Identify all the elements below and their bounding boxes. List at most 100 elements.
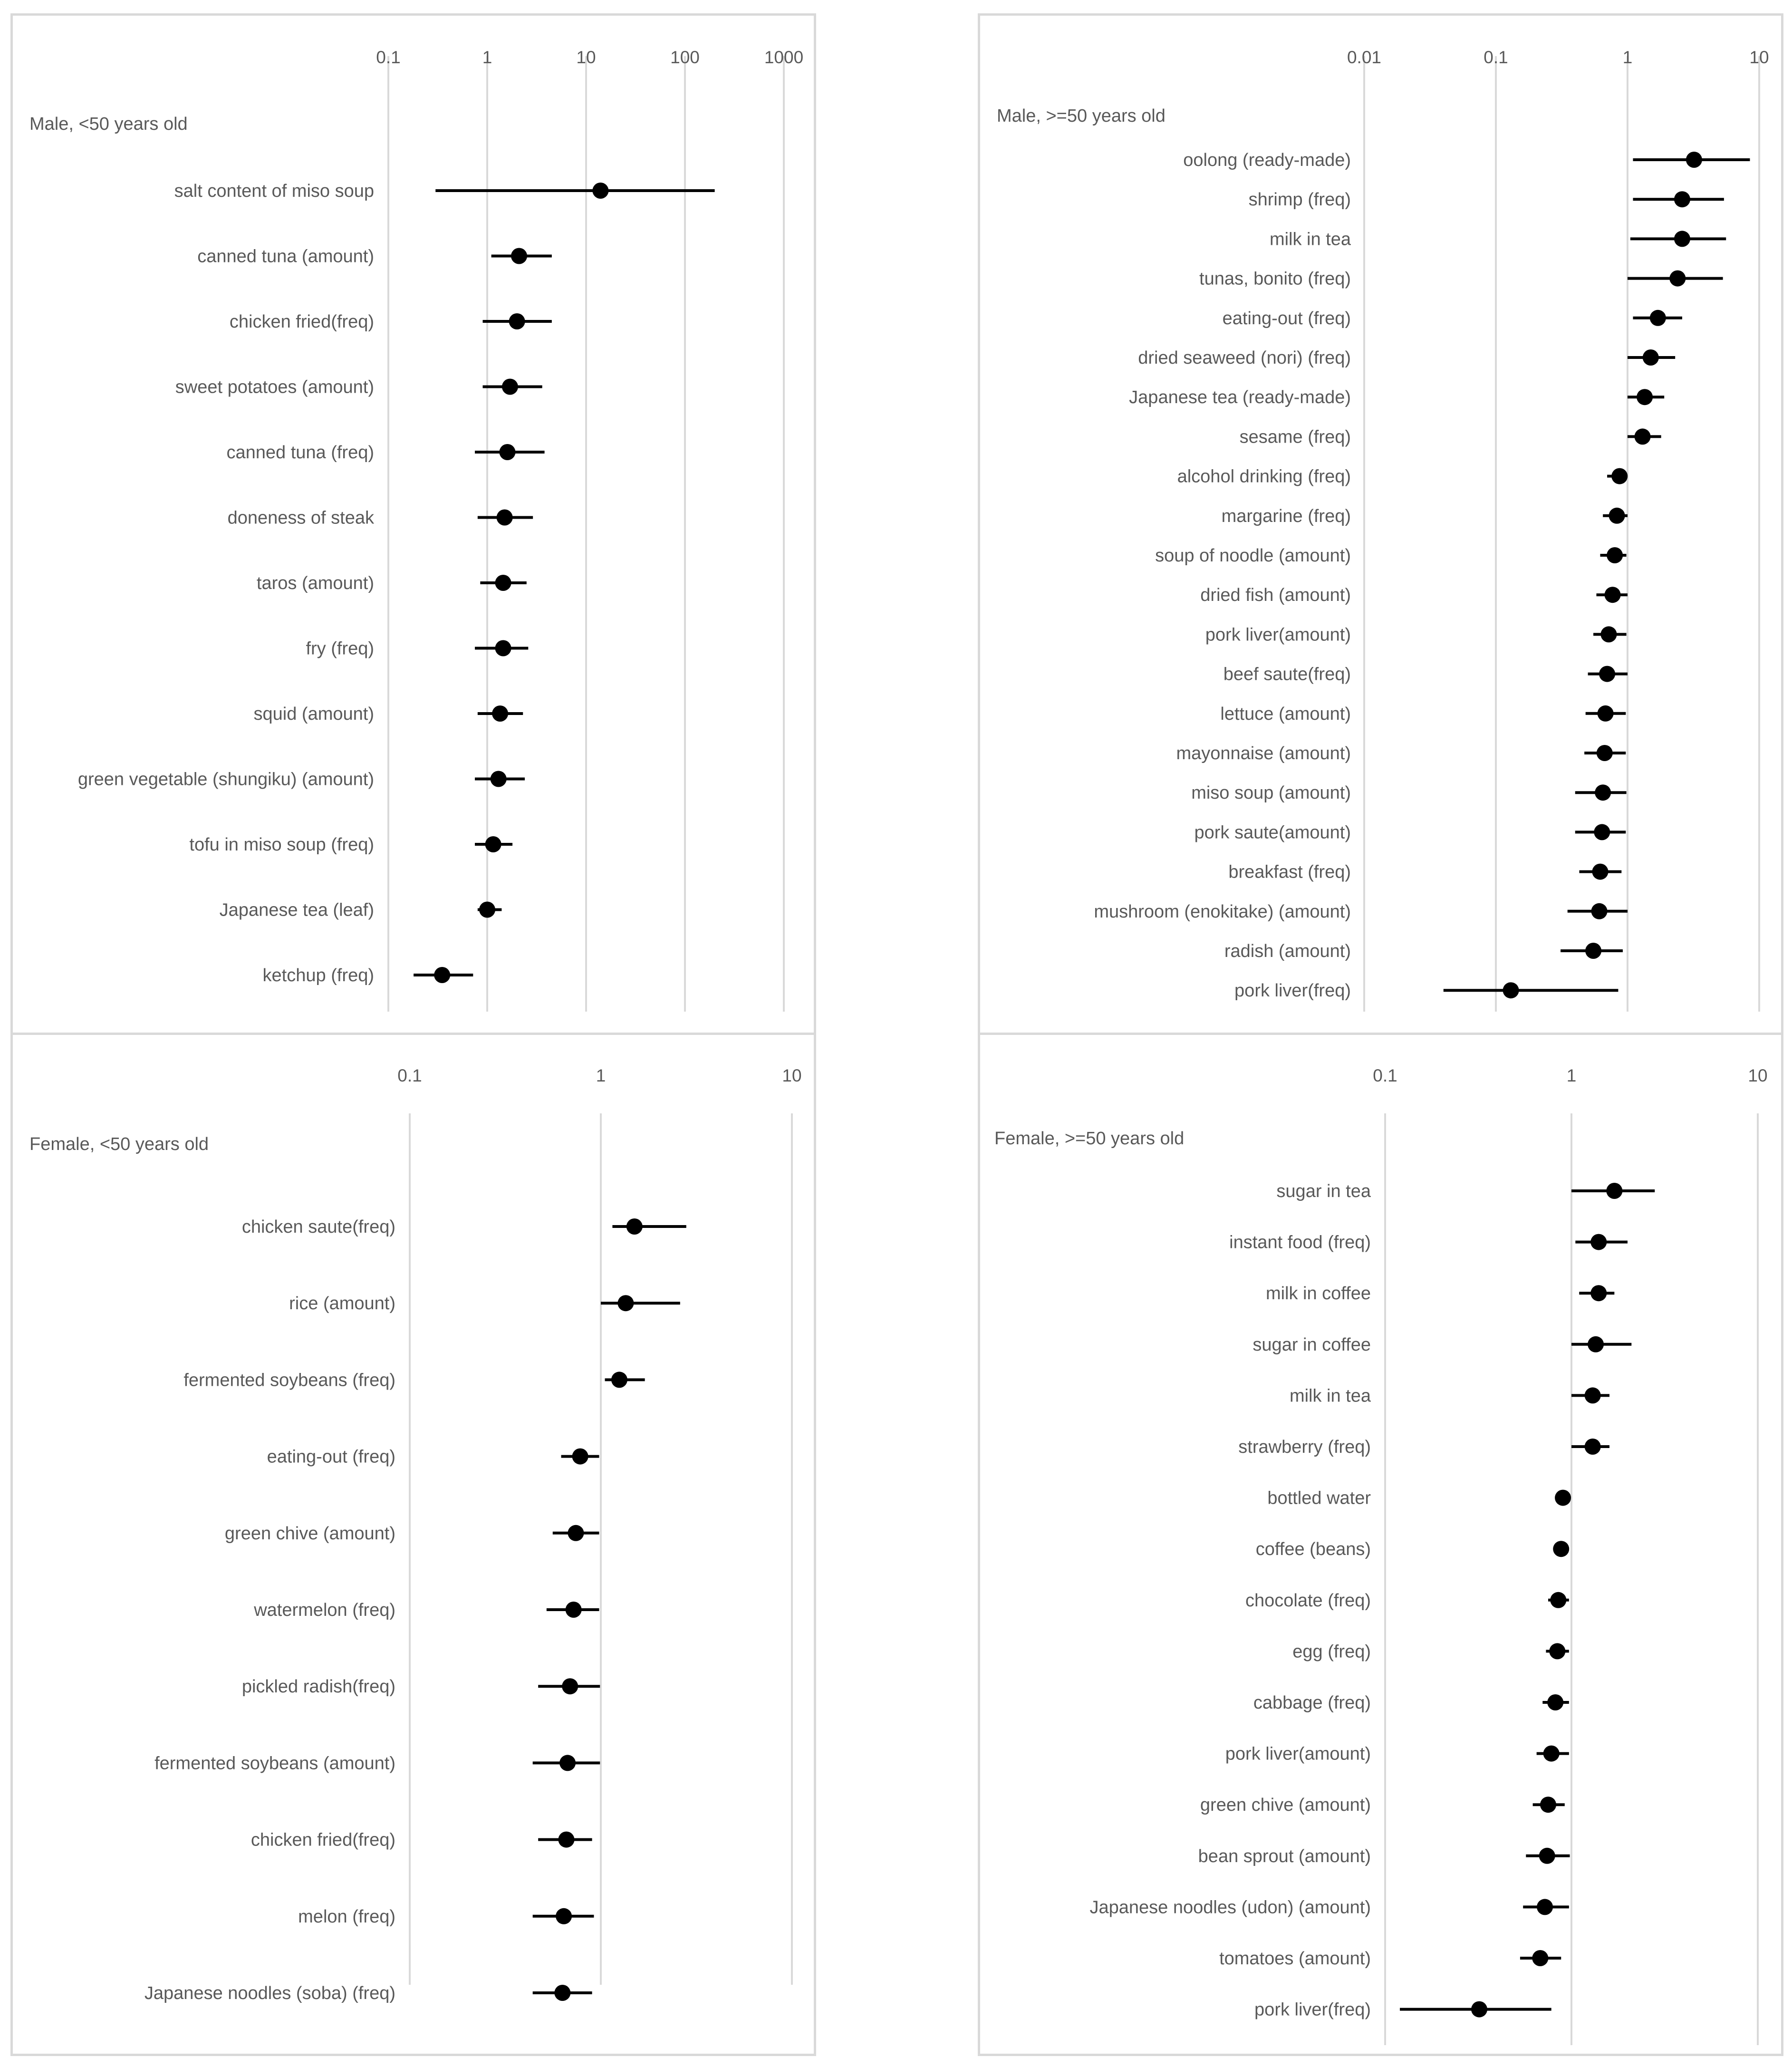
row-label: strawberry (freq) [1238,1437,1371,1457]
row-label: cabbage (freq) [1253,1693,1371,1713]
point-estimate-marker [626,1218,643,1235]
point-estimate-marker [592,183,609,199]
x-tick-label: 10 [1748,1066,1767,1085]
row-label: dried seaweed (nori) (freq) [1138,348,1351,368]
row-label: pork liver(amount) [1205,625,1351,645]
point-estimate-marker [1634,428,1651,445]
forest-plot-svg: 0.01 0.1 1 10 Male, >=50 years old oolong (re… [997,48,1769,1012]
point-estimate-marker [1642,349,1659,366]
row-label: pork liver(freq) [1234,981,1351,1001]
point-estimate-marker [490,771,507,787]
point-estimate-marker [485,836,501,852]
row-label: breakfast (freq) [1228,862,1351,882]
row-label: pork liver(freq) [1254,2000,1371,2020]
row-label: tunas, bonito (freq) [1199,269,1351,289]
point-estimate-marker [1553,1541,1570,1557]
row-label: squid (amount) [254,704,374,724]
row-label: sesame (freq) [1240,427,1351,447]
row-label: doneness of steak [228,508,375,528]
row-label: instant food (freq) [1229,1233,1371,1253]
point-estimate-marker [501,378,518,395]
row-label: green chive (amount) [1200,1795,1371,1815]
point-estimate-marker [1590,1234,1607,1250]
row-label: pork liver(amount) [1225,1744,1371,1764]
point-estimate-marker [1549,1643,1566,1660]
point-estimate-marker [1555,1489,1571,1506]
row-label: bottled water [1267,1488,1371,1508]
point-estimate-marker [509,313,525,329]
row-label: chicken fried(freq) [230,312,374,332]
point-estimate-marker [479,901,495,918]
row-label: fermented soybeans (amount) [154,1753,395,1773]
row-label: ketchup (freq) [263,966,374,985]
point-estimate-marker [617,1295,634,1312]
panel-title: Male, >=50 years old [997,106,1166,126]
x-tick-label: 1 [596,1066,606,1085]
row-label: shrimp (freq) [1249,190,1351,210]
row-label: Japanese tea (ready-made) [1129,387,1351,407]
row-label: miso soup (amount) [1191,783,1351,803]
point-estimate-marker [1532,1950,1549,1966]
point-estimate-marker [1591,903,1608,919]
point-estimate-marker [511,248,528,264]
row-label: eating-out (freq) [267,1447,395,1467]
point-estimate-marker [1596,745,1613,761]
point-estimate-marker [559,1755,576,1771]
point-estimate-marker [1584,1439,1601,1455]
row-label: radish (amount) [1224,941,1351,961]
x-tick-label: 0.1 [1484,48,1508,67]
point-estimate-marker [556,1908,572,1924]
row-label: fermented soybeans (freq) [183,1370,395,1390]
x-tick-label: 1 [482,48,492,67]
row-label: Japanese noodles (udon) (amount) [1090,1897,1371,1917]
row-label: canned tuna (amount) [197,247,374,267]
point-estimate-marker [1674,191,1690,208]
panel-title: Female, >=50 years old [994,1129,1184,1149]
x-tick-label: 0.1 [397,1066,422,1085]
point-estimate-marker [1471,2001,1488,2018]
row-label: tofu in miso soup (freq) [189,835,374,855]
x-tick-label: 0.1 [1373,1066,1397,1085]
point-estimate-marker [499,444,516,460]
x-tick-label: 0.01 [1347,48,1381,67]
row-label: rice (amount) [289,1294,395,1314]
row-label: tomatoes (amount) [1219,1949,1371,1969]
row-label: milk in tea [1290,1386,1371,1406]
row-label: fry (freq) [306,639,374,659]
point-estimate-marker [496,509,513,526]
x-tick-label: 0.1 [376,48,400,67]
row-label: Japanese tea (leaf) [220,900,374,920]
row-label: coffee (beans) [1256,1539,1371,1559]
point-estimate-marker [1606,1183,1623,1199]
point-estimate-marker [558,1831,575,1848]
forest-plot-female-50-plus: 0.1 1 10 Female, >=50 years old sugar in tea… [978,1033,1783,2056]
row-label: salt content of miso soup [174,181,374,201]
row-label: margarine (freq) [1222,506,1351,526]
point-estimate-marker [1503,982,1519,999]
row-label: chicken fried(freq) [251,1830,395,1850]
point-estimate-marker [611,1372,627,1388]
row-label: pickled radish(freq) [242,1677,395,1697]
point-estimate-marker [1637,389,1653,406]
row-label: sugar in coffee [1252,1335,1371,1355]
x-tick-label: 10 [576,48,596,67]
point-estimate-marker [1585,943,1602,959]
point-estimate-marker [1550,1592,1567,1608]
point-estimate-marker [1540,1797,1557,1813]
x-tick-label: 1 [1623,48,1633,67]
row-label: watermelon (freq) [253,1600,395,1620]
point-estimate-marker [1604,587,1621,603]
point-estimate-marker [495,640,511,657]
point-estimate-marker [568,1525,584,1541]
row-label: beef saute(freq) [1224,665,1351,685]
point-estimate-marker [1674,231,1690,247]
point-estimate-marker [1543,1745,1560,1762]
x-tick-label: 1000 [764,48,803,67]
forest-plot-female-under-50: 0.1 1 10 Female, <50 years old chicken saute… [10,1033,816,2056]
x-tick-label: 10 [1749,48,1769,67]
row-label: canned tuna (freq) [226,443,374,463]
point-estimate-marker [1584,1387,1601,1404]
row-label: chocolate (freq) [1245,1591,1371,1611]
row-label: sweet potatoes (amount) [175,377,374,397]
point-estimate-marker [1611,468,1628,484]
